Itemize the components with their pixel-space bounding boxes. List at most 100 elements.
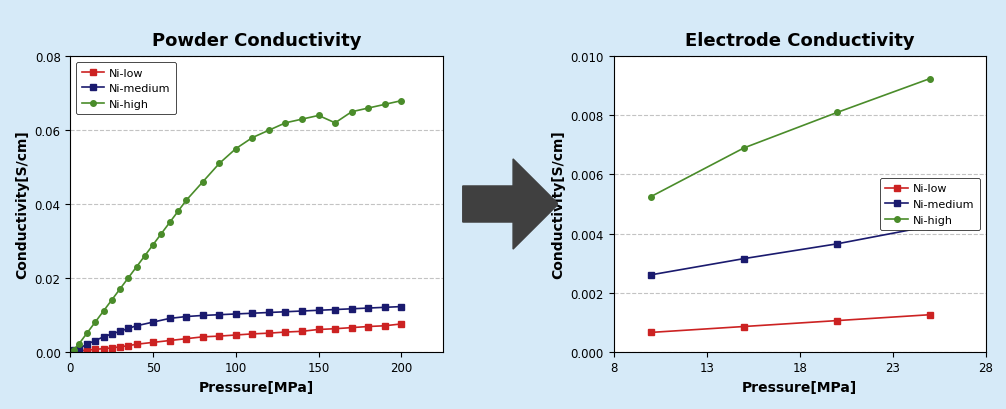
Ni-low <box>346 326 358 330</box>
Ni-medium <box>831 242 843 247</box>
Ni-medium <box>313 308 325 313</box>
Ni-high <box>147 243 159 247</box>
Ni-high <box>395 99 407 104</box>
Ni-high <box>263 128 275 133</box>
Ni-high <box>229 147 241 152</box>
Ni-low <box>164 338 176 343</box>
Ni-high <box>246 136 259 141</box>
Ni-medium <box>329 307 341 312</box>
Ni-high <box>98 309 110 314</box>
Ni-low <box>213 334 225 339</box>
Ni-high <box>924 77 936 82</box>
Ni-low <box>90 347 102 352</box>
Legend: Ni-low, Ni-medium, Ni-high: Ni-low, Ni-medium, Ni-high <box>880 178 980 231</box>
Y-axis label: Conductivity[S/cm]: Conductivity[S/cm] <box>15 130 29 279</box>
Ni-medium <box>131 324 143 328</box>
Ni-high <box>213 162 225 166</box>
Ni-medium <box>246 311 259 316</box>
Ni-high <box>131 265 143 270</box>
Ni-low <box>106 346 118 351</box>
Title: Electrode Conductivity: Electrode Conductivity <box>685 32 914 50</box>
Ni-low <box>280 330 292 335</box>
Ni-low <box>831 318 843 323</box>
Ni-medium <box>737 256 749 261</box>
Ni-low <box>924 312 936 317</box>
Ni-medium <box>296 309 308 314</box>
Ni-medium <box>346 307 358 312</box>
Ni-low <box>80 348 93 353</box>
Ni-medium <box>197 313 209 318</box>
Ni-medium <box>395 304 407 309</box>
Ni-high <box>329 121 341 126</box>
Ni-high <box>280 121 292 126</box>
Ni-medium <box>924 224 936 229</box>
Ni-high <box>72 342 85 347</box>
Y-axis label: Conductivity[S/cm]: Conductivity[S/cm] <box>551 130 565 279</box>
Ni-low <box>246 332 259 337</box>
Title: Powder Conductivity: Powder Conductivity <box>152 32 361 50</box>
Ni-medium <box>362 306 374 311</box>
Ni-medium <box>147 320 159 325</box>
Ni-medium <box>123 326 135 331</box>
Line: Ni-medium: Ni-medium <box>648 224 933 278</box>
Ni-low <box>197 335 209 339</box>
Ni-low <box>313 327 325 332</box>
Ni-high <box>645 195 657 200</box>
X-axis label: Pressure[MPa]: Pressure[MPa] <box>742 380 857 394</box>
Ni-high <box>180 198 192 203</box>
Ni-medium <box>106 332 118 337</box>
Ni-high <box>737 146 749 151</box>
Ni-low <box>114 344 126 349</box>
Ni-medium <box>213 312 225 317</box>
Ni-low <box>737 324 749 329</box>
Ni-low <box>98 346 110 351</box>
Ni-medium <box>114 329 126 334</box>
Ni-low <box>362 324 374 329</box>
Ni-high <box>362 106 374 111</box>
X-axis label: Pressure[MPa]: Pressure[MPa] <box>199 380 314 394</box>
Ni-medium <box>263 310 275 315</box>
Ni-low <box>263 331 275 336</box>
Ni-medium <box>280 310 292 315</box>
Ni-medium <box>80 342 93 347</box>
Ni-high <box>296 117 308 122</box>
Line: Ni-high: Ni-high <box>71 99 404 353</box>
Line: Ni-low: Ni-low <box>71 321 404 354</box>
Polygon shape <box>463 160 558 249</box>
Ni-high <box>106 298 118 303</box>
Ni-medium <box>90 338 102 343</box>
Ni-high <box>139 254 151 258</box>
Ni-high <box>90 320 102 325</box>
Ni-medium <box>229 312 241 317</box>
Ni-medium <box>164 316 176 321</box>
Ni-high <box>67 347 79 352</box>
Ni-medium <box>98 335 110 339</box>
Ni-high <box>80 331 93 336</box>
Ni-low <box>72 348 85 353</box>
Ni-medium <box>645 273 657 278</box>
Ni-high <box>378 103 390 108</box>
Ni-high <box>172 209 184 214</box>
Ni-low <box>67 349 79 354</box>
Ni-high <box>346 110 358 115</box>
Ni-low <box>229 333 241 338</box>
Ni-low <box>147 340 159 345</box>
Line: Ni-high: Ni-high <box>648 76 933 200</box>
Ni-high <box>155 231 167 236</box>
Ni-medium <box>378 305 390 310</box>
Ni-high <box>164 220 176 225</box>
Line: Ni-low: Ni-low <box>648 312 933 335</box>
Ni-medium <box>67 348 79 353</box>
Ni-high <box>114 287 126 292</box>
Ni-low <box>131 342 143 347</box>
Line: Ni-medium: Ni-medium <box>71 304 404 353</box>
Ni-low <box>329 326 341 331</box>
Ni-high <box>313 114 325 119</box>
Ni-medium <box>180 314 192 319</box>
Ni-low <box>296 329 308 334</box>
Ni-low <box>645 330 657 335</box>
Ni-low <box>395 321 407 326</box>
Ni-high <box>831 111 843 116</box>
Ni-low <box>180 336 192 341</box>
Legend: Ni-low, Ni-medium, Ni-high: Ni-low, Ni-medium, Ni-high <box>76 63 176 115</box>
